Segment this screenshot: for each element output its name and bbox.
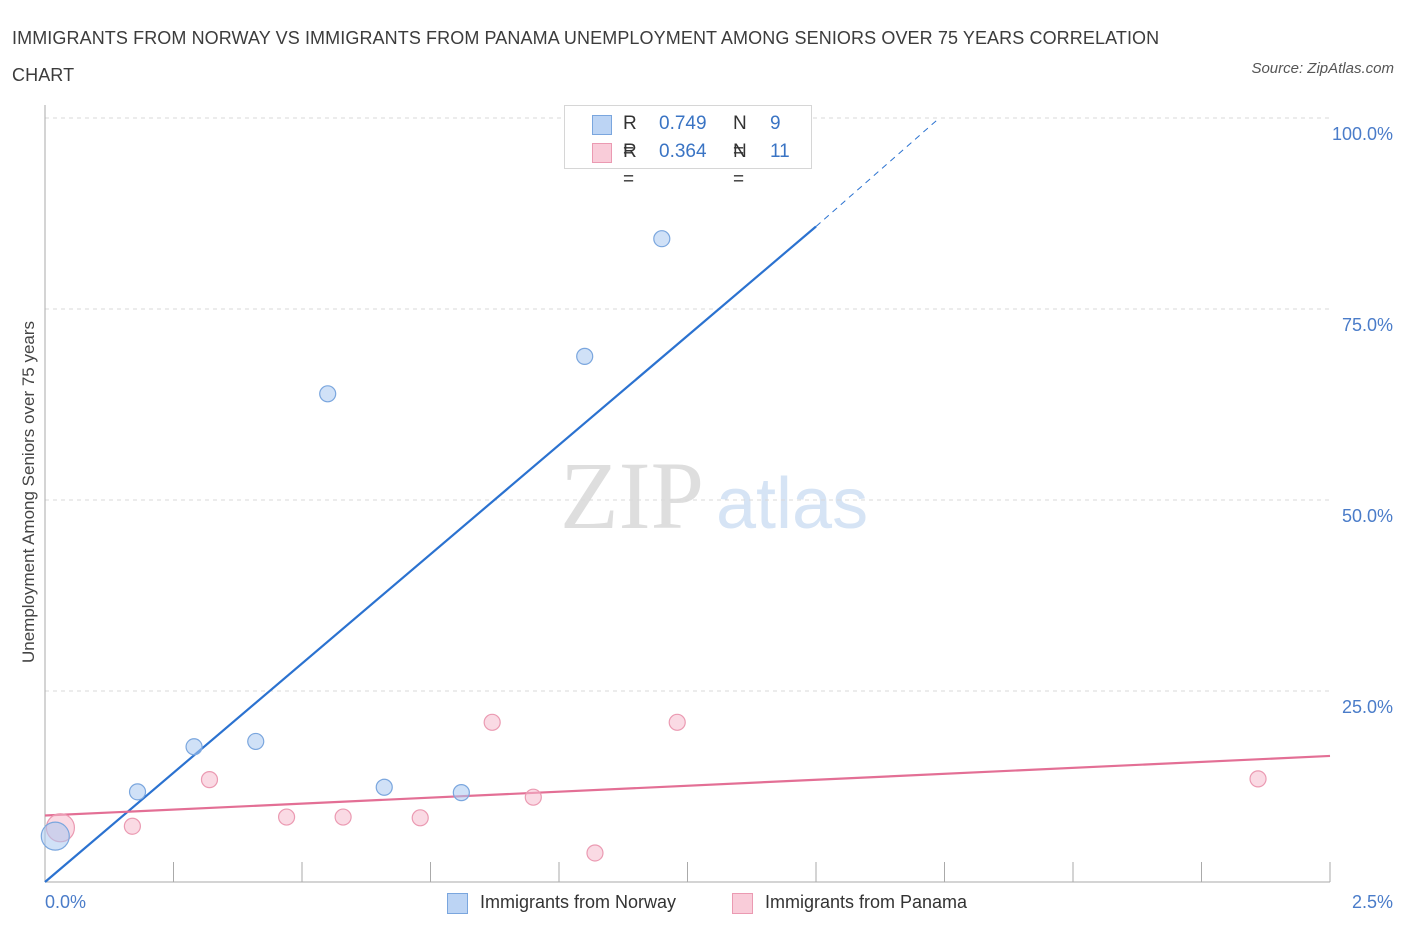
norway-point bbox=[128, 783, 147, 801]
panama-n-value: 11 bbox=[770, 141, 790, 162]
y-tick-label: 100.0% bbox=[1332, 124, 1393, 144]
x-tick-labels: 0.0% 2.5% bbox=[45, 892, 1393, 912]
axes bbox=[44, 105, 1331, 883]
norway-n-label: N = bbox=[733, 113, 747, 162]
panama-point bbox=[277, 808, 296, 826]
norway-point bbox=[576, 347, 594, 365]
trend-lines bbox=[44, 117, 1331, 883]
y-tick-label: 50.0% bbox=[1342, 506, 1393, 526]
legend-panama-label: Immigrants from Panama bbox=[765, 892, 968, 912]
x-tick-label: 2.5% bbox=[1352, 892, 1393, 912]
legend-norway-label: Immigrants from Norway bbox=[480, 892, 677, 912]
chart-title: IMMIGRANTS FROM NORWAY VS IMMIGRANTS FRO… bbox=[12, 28, 1160, 85]
norway-r-label: R = bbox=[623, 113, 637, 162]
norway-point bbox=[452, 784, 470, 802]
y-axis-label-wrap: Unemployment Among Seniors over 75 years bbox=[14, 290, 44, 694]
panama-point bbox=[123, 817, 141, 835]
norway-point bbox=[653, 230, 671, 248]
legend-panama-swatch bbox=[732, 893, 753, 914]
norway-trend-extension bbox=[815, 117, 940, 227]
watermark-zip: ZIP bbox=[560, 442, 704, 549]
panama-point bbox=[334, 808, 352, 826]
panama-point bbox=[524, 788, 542, 806]
panama-point bbox=[200, 771, 219, 789]
norway-point bbox=[185, 738, 203, 756]
panama-point bbox=[411, 809, 429, 827]
panama-r-value: 0.364 bbox=[659, 141, 707, 162]
panama-point bbox=[1249, 770, 1267, 788]
norway-point bbox=[247, 732, 265, 751]
panama-point bbox=[668, 713, 686, 731]
panama-swatch bbox=[592, 143, 612, 163]
x-tick-label: 0.0% bbox=[45, 892, 86, 912]
norway-point bbox=[319, 385, 337, 403]
norway-r-value: 0.749 bbox=[659, 113, 707, 134]
norway-point bbox=[375, 778, 393, 796]
panama-r-label: R = bbox=[623, 141, 637, 190]
norway-trend-line bbox=[44, 225, 817, 883]
y-tick-labels: 100.0% 75.0% 50.0% 25.0% bbox=[1332, 124, 1393, 717]
gridlines bbox=[45, 117, 1330, 692]
norway-n-value: 9 bbox=[770, 113, 781, 134]
panama-n-label: N = bbox=[733, 141, 747, 190]
panama-trend-line bbox=[44, 754, 1331, 817]
scatter-points bbox=[40, 230, 1267, 862]
y-tick-label: 75.0% bbox=[1342, 315, 1393, 335]
y-tick-label: 25.0% bbox=[1342, 697, 1393, 717]
panama-point bbox=[483, 713, 501, 731]
norway-swatch bbox=[592, 115, 612, 135]
legend-norway-swatch bbox=[447, 893, 468, 914]
stats-box: R = 0.749 N = 9 R = 0.364 N = 11 bbox=[564, 105, 812, 190]
watermark-atlas: atlas bbox=[716, 464, 868, 544]
norway-point bbox=[40, 821, 70, 851]
source-credit: Source: ZipAtlas.com bbox=[1251, 60, 1394, 77]
watermark: ZIP atlas bbox=[560, 442, 868, 549]
panama-point bbox=[586, 844, 604, 862]
y-axis-label: Unemployment Among Seniors over 75 years bbox=[19, 320, 38, 664]
